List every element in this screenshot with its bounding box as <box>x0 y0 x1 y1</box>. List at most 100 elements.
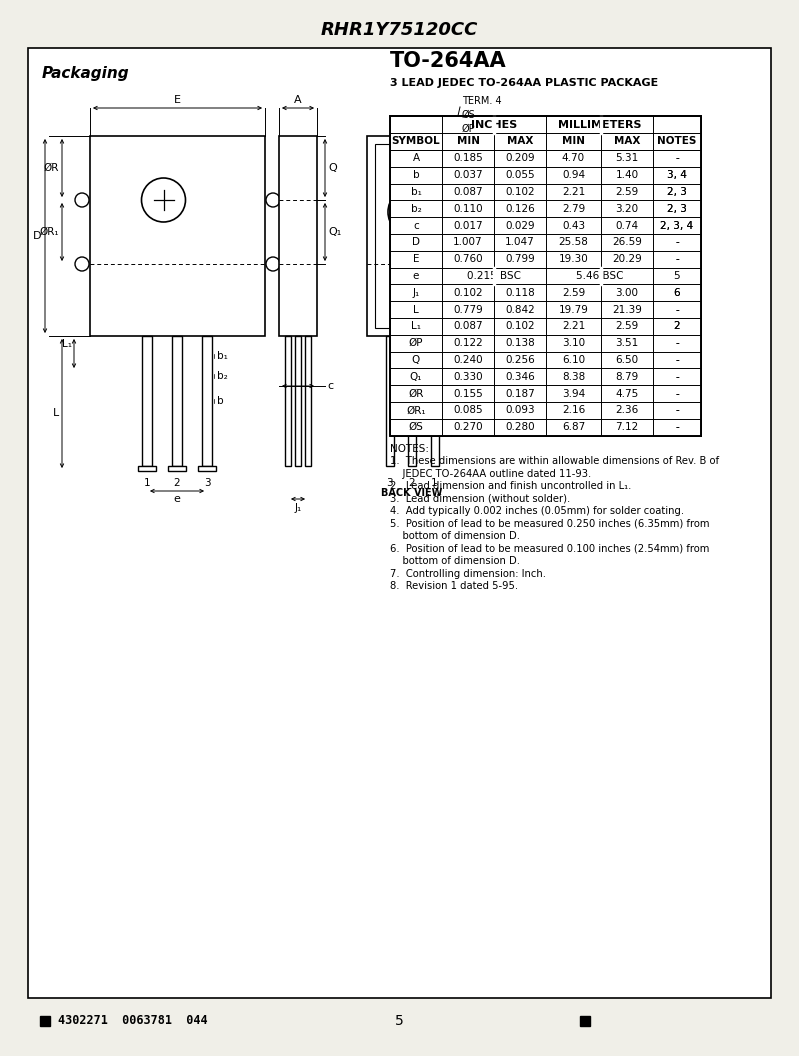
Text: TO-264AA: TO-264AA <box>390 51 507 71</box>
Text: -: - <box>675 338 679 348</box>
Text: 4.70: 4.70 <box>562 153 585 164</box>
Text: 5: 5 <box>674 271 680 281</box>
Text: MIN: MIN <box>456 136 479 147</box>
Text: 2.  Lead dimension and finish uncontrolled in L₁.: 2. Lead dimension and finish uncontrolle… <box>390 482 631 491</box>
Text: 0.122: 0.122 <box>453 338 483 348</box>
Text: 0.256: 0.256 <box>505 355 535 365</box>
Text: 1.  These dimensions are within allowable dimensions of Rev. B of: 1. These dimensions are within allowable… <box>390 456 719 466</box>
Bar <box>198 466 216 471</box>
Text: 3: 3 <box>204 478 210 488</box>
Text: -: - <box>675 406 679 415</box>
Text: -: - <box>675 389 679 398</box>
Text: 6: 6 <box>674 288 680 298</box>
Text: 0.74: 0.74 <box>615 221 638 230</box>
Text: E: E <box>174 95 181 105</box>
Text: 2.21: 2.21 <box>562 187 585 197</box>
Bar <box>367 136 457 336</box>
Text: 3.51: 3.51 <box>615 338 638 348</box>
Text: 0.055: 0.055 <box>505 170 535 181</box>
Text: b₂: b₂ <box>217 371 228 381</box>
Text: b₂: b₂ <box>411 204 421 213</box>
Text: 3, 4: 3, 4 <box>667 170 687 181</box>
Text: -: - <box>675 389 679 398</box>
Text: 0.270: 0.270 <box>453 422 483 432</box>
Bar <box>375 144 449 328</box>
Bar <box>305 336 311 466</box>
Text: Q₁: Q₁ <box>328 227 341 237</box>
Text: 6.87: 6.87 <box>562 422 585 432</box>
Text: 0.118: 0.118 <box>505 288 535 298</box>
Text: -: - <box>675 254 679 264</box>
Text: 0.94: 0.94 <box>562 170 585 181</box>
Text: 2.59: 2.59 <box>615 187 638 197</box>
Text: Q₁: Q₁ <box>410 372 422 382</box>
Text: 3.20: 3.20 <box>615 204 638 213</box>
Circle shape <box>75 193 89 207</box>
Circle shape <box>266 193 280 207</box>
Text: 1.047: 1.047 <box>505 238 535 247</box>
Text: L₁: L₁ <box>411 321 421 332</box>
Text: -: - <box>675 238 679 247</box>
Text: 3, 4: 3, 4 <box>667 170 687 181</box>
Text: D: D <box>33 231 41 241</box>
Text: 5: 5 <box>395 1014 403 1027</box>
Text: 0.102: 0.102 <box>505 187 535 197</box>
Text: NOTES:: NOTES: <box>390 444 429 454</box>
Text: 0.209: 0.209 <box>505 153 535 164</box>
Circle shape <box>388 188 436 235</box>
Text: ØR₁: ØR₁ <box>39 227 59 237</box>
Bar <box>202 336 212 466</box>
Text: ØP: ØP <box>462 124 475 134</box>
Text: 3.00: 3.00 <box>615 288 638 298</box>
Bar <box>142 336 152 466</box>
Text: -: - <box>675 338 679 348</box>
Text: -: - <box>675 254 679 264</box>
Text: 3 LEAD JEDEC TO-264AA PLASTIC PACKAGE: 3 LEAD JEDEC TO-264AA PLASTIC PACKAGE <box>390 78 658 88</box>
Bar <box>168 466 186 471</box>
Text: 2, 3: 2, 3 <box>667 204 687 213</box>
Text: 0.085: 0.085 <box>453 406 483 415</box>
Text: D: D <box>412 238 420 247</box>
Text: 0.43: 0.43 <box>562 221 585 230</box>
Text: 2.21: 2.21 <box>562 321 585 332</box>
Text: 19.79: 19.79 <box>559 304 588 315</box>
Text: 0.110: 0.110 <box>453 204 483 213</box>
Text: SYMBOL: SYMBOL <box>392 136 440 147</box>
Text: -: - <box>675 153 679 164</box>
Text: RHR1Y75120CC: RHR1Y75120CC <box>320 21 478 39</box>
Text: MAX: MAX <box>614 136 640 147</box>
Text: ØR: ØR <box>408 389 423 398</box>
Text: 0.779: 0.779 <box>453 304 483 315</box>
Text: 0.346: 0.346 <box>505 372 535 382</box>
Text: 2: 2 <box>674 321 680 332</box>
Text: 2: 2 <box>173 478 181 488</box>
Text: -: - <box>675 304 679 315</box>
Text: ØP: ØP <box>409 338 423 348</box>
Text: 1: 1 <box>144 478 150 488</box>
Text: 1.007: 1.007 <box>453 238 483 247</box>
Text: 5.  Position of lead to be measured 0.250 inches (6.35mm) from: 5. Position of lead to be measured 0.250… <box>390 518 710 529</box>
Text: -: - <box>675 355 679 365</box>
Text: 2: 2 <box>408 478 415 488</box>
Text: 0.155: 0.155 <box>453 389 483 398</box>
Text: -: - <box>675 372 679 382</box>
Bar <box>580 1016 590 1026</box>
Text: 2.59: 2.59 <box>562 288 585 298</box>
Text: MIN: MIN <box>562 136 585 147</box>
Text: MILLIMETERS: MILLIMETERS <box>558 119 642 130</box>
Text: 0.102: 0.102 <box>505 321 535 332</box>
Text: -: - <box>675 355 679 365</box>
Text: 3.94: 3.94 <box>562 389 585 398</box>
Text: A: A <box>412 153 419 164</box>
Text: 0.187: 0.187 <box>505 389 535 398</box>
Text: 1.40: 1.40 <box>615 170 638 181</box>
Bar <box>431 336 439 466</box>
Text: e: e <box>413 271 419 281</box>
Bar <box>385 336 393 466</box>
Text: 2, 3, 4: 2, 3, 4 <box>661 221 694 230</box>
Text: L: L <box>53 409 59 418</box>
Text: 26.59: 26.59 <box>612 238 642 247</box>
Text: JEDEC TO-264AA outline dated 11-93.: JEDEC TO-264AA outline dated 11-93. <box>390 469 591 478</box>
Text: -: - <box>675 372 679 382</box>
Text: 0.185: 0.185 <box>453 153 483 164</box>
